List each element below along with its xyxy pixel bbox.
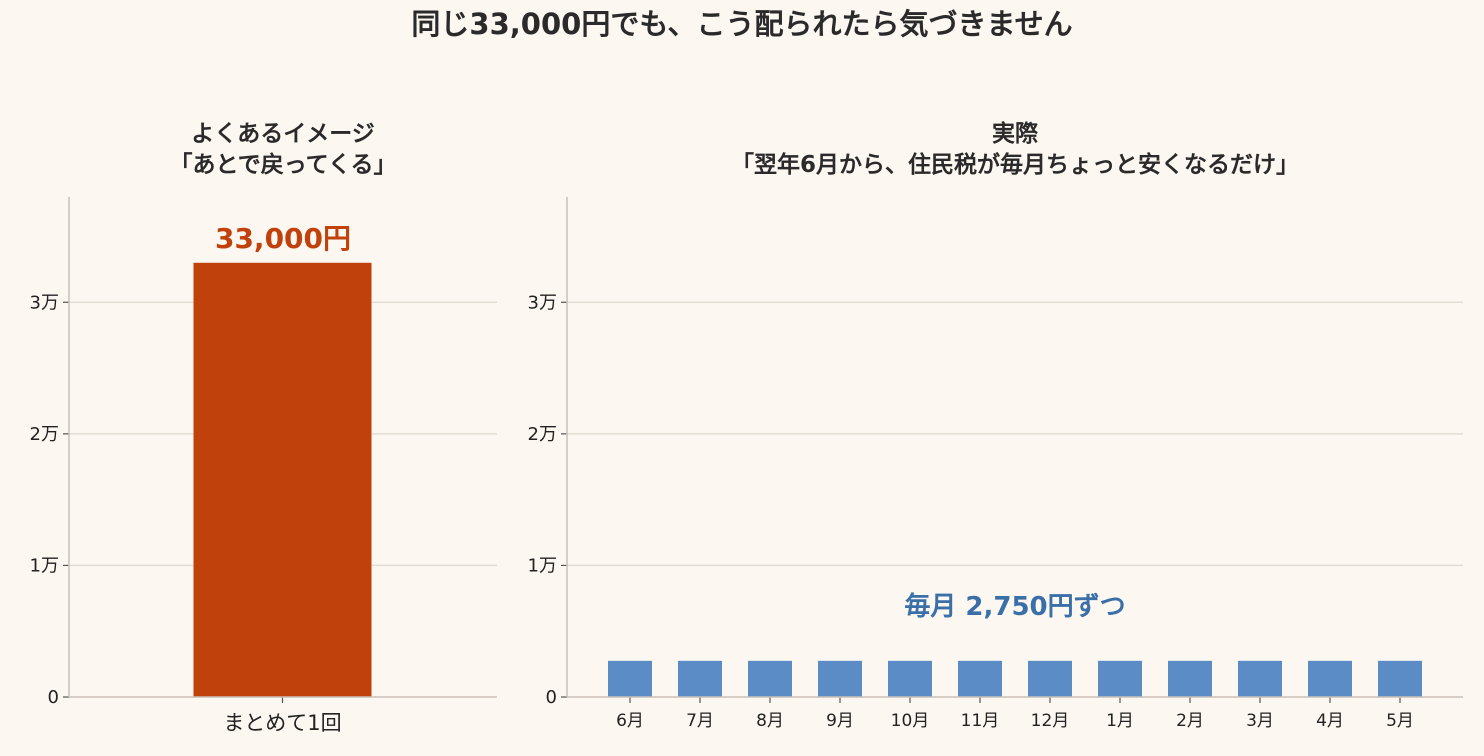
right-y-ticks: 0 1万 2万 3万 [528, 292, 567, 708]
x-tick-label: 7月 [686, 711, 714, 731]
x-tick-label: 6月 [616, 711, 644, 731]
bar [818, 660, 862, 697]
y-tick-label: 0 [546, 687, 557, 708]
bar [888, 660, 932, 697]
left-bars [193, 262, 372, 697]
x-tick-label: 12月 [1031, 711, 1070, 731]
left-bar-value-label: 33,000円 [215, 222, 351, 255]
bar [678, 660, 722, 697]
x-tick-label: 1月 [1106, 711, 1134, 731]
left-y-ticks: 0 1万 2万 3万 [30, 292, 69, 708]
y-tick-label: 1万 [528, 555, 557, 576]
y-tick-label: 2万 [528, 424, 557, 445]
bar [1098, 660, 1142, 697]
x-tick-label: 10月 [891, 711, 930, 731]
x-tick-label: 4月 [1316, 711, 1344, 731]
x-tick-label: 9月 [826, 711, 854, 731]
left-x-ticks: まとめて1回 [223, 697, 342, 735]
right-title-line1: 実際 [992, 120, 1039, 147]
x-tick-label: 8月 [756, 711, 784, 731]
right-chart: 実際 「翌年6月から、住民税が毎月ちょっと安くなるだけ」 0 1万 2万 3万 6月 7… [528, 120, 1463, 731]
bar [748, 660, 792, 697]
bar [1308, 660, 1352, 697]
bar [1168, 660, 1212, 697]
bar [1028, 660, 1072, 697]
left-chart: よくあるイメージ 「あとで戻ってくる」 0 1万 2万 3万 まとめて1回 33,00… [30, 121, 497, 735]
bar [1378, 660, 1422, 697]
suptitle: 同じ33,000円でも、こう配られたら気づきません [411, 7, 1072, 41]
left-title-line1: よくあるイメージ [191, 121, 375, 147]
y-tick-label: 3万 [528, 292, 557, 313]
x-tick-label: 3月 [1246, 711, 1274, 731]
right-x-ticks: 6月 7月 8月 9月 10月 11月 12月 1月 2月 3月 4月 5月 [616, 697, 1414, 731]
right-monthly-label: 毎月 2,750円ずつ [904, 592, 1125, 622]
x-tick-label: まとめて1回 [223, 711, 341, 735]
right-gridlines [567, 301, 1463, 567]
x-tick-label: 5月 [1386, 711, 1414, 731]
bar [958, 660, 1002, 697]
y-tick-label: 3万 [30, 292, 59, 313]
x-tick-label: 2月 [1176, 711, 1204, 731]
y-tick-label: 1万 [30, 555, 59, 576]
y-tick-label: 2万 [30, 424, 59, 445]
right-title-line2: 「翌年6月から、住民税が毎月ちょっと安くなるだけ」 [731, 151, 1299, 178]
bar [608, 660, 652, 697]
left-title-line2: 「あとで戻ってくる」 [169, 152, 396, 178]
bar [193, 262, 372, 697]
x-tick-label: 11月 [961, 711, 1000, 731]
bar [1238, 660, 1282, 697]
right-bars [608, 660, 1422, 697]
y-tick-label: 0 [48, 687, 59, 708]
